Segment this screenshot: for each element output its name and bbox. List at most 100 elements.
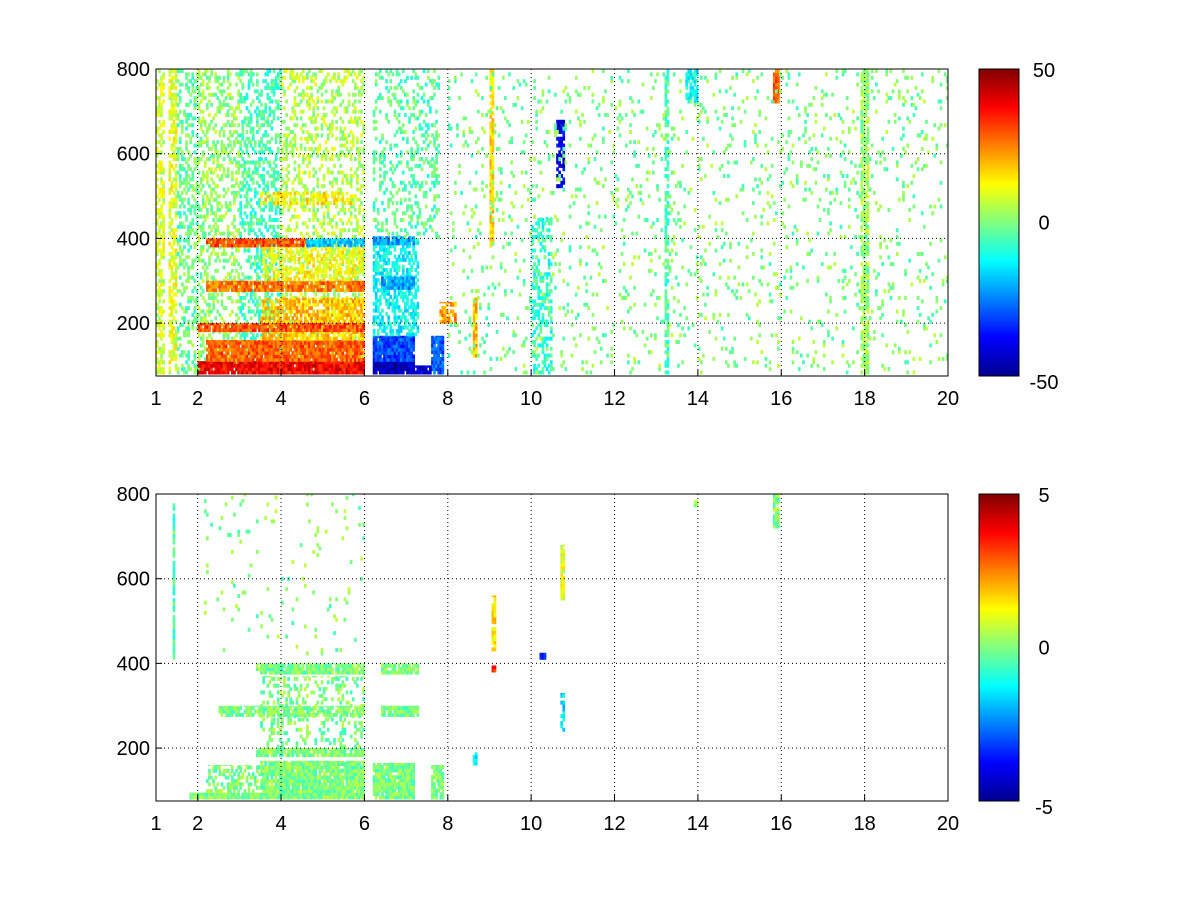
heatmap-cell [358,72,361,77]
heatmap-cell [168,79,172,84]
heatmap-cell [299,92,303,97]
heatmap-cell [199,350,203,355]
heatmap-cell [308,306,311,311]
heatmap-cell [203,319,207,324]
heatmap-cell [245,324,249,329]
heatmap-cell [354,347,357,352]
heatmap-cell [253,281,257,286]
heatmap-cell [199,224,203,229]
heatmap-cell [328,79,332,84]
heatmap-cell [339,357,343,362]
heatmap-cell [335,344,338,349]
heatmap-cell [324,333,328,338]
heatmap-cell [328,357,332,362]
heatmap-cell [260,157,263,162]
heatmap-cell [337,170,341,175]
heatmap-cell [208,306,211,311]
heatmap-cell [199,207,203,212]
heatmap-cell [214,211,218,216]
heatmap-cell [354,207,357,212]
heatmap-cell [241,96,245,101]
heatmap-cell [245,116,249,121]
heatmap-cell [322,177,326,182]
heatmap-cell [347,328,351,333]
heatmap-cell [249,370,253,375]
heatmap-cell [270,340,274,342]
heatmap-cell [231,370,234,375]
heatmap-cell [185,177,188,182]
heatmap-cell [345,146,349,151]
heatmap-cell [341,299,345,304]
heatmap-cell [297,340,301,342]
heatmap-cell [224,340,228,345]
heatmap-cell [287,272,290,277]
heatmap-cell [160,163,163,168]
heatmap-cell [241,187,245,192]
heatmap-cell [256,89,259,94]
heatmap-cell [208,197,211,202]
heatmap-cell [239,284,243,289]
heatmap-cell [293,123,297,128]
heatmap-cell [316,177,320,182]
heatmap-cell [287,85,290,90]
heatmap-cell [362,323,366,326]
heatmap-cell [312,312,315,317]
heatmap-cell [226,295,230,300]
heatmap-cell [314,333,318,338]
heatmap-cell [285,153,288,158]
heatmap-cell [239,69,243,73]
heatmap-cell [362,214,366,219]
heatmap-cell [314,340,318,342]
heatmap-cell [312,140,315,145]
heatmap-cell [185,214,188,219]
heatmap-cell [276,224,280,229]
heatmap-cell [201,109,205,114]
heatmap-cell [358,160,361,165]
heatmap-cell [343,228,347,233]
heatmap-cell [283,324,286,329]
heatmap-cell [245,281,249,286]
heatmap-cell [285,126,288,131]
heatmap-cell [264,302,268,307]
heatmap-cell [178,119,182,124]
heatmap-cell [278,287,282,292]
heatmap-cell [243,357,247,362]
heatmap-cell [297,351,301,356]
heatmap-cell [276,116,280,121]
heatmap-cell [172,119,176,124]
heatmap-cell [214,197,218,202]
heatmap-cell [187,197,190,202]
heatmap-cell [218,201,222,206]
heatmap-cell [199,324,203,329]
heatmap-cell [260,136,263,141]
heatmap-cell [174,116,178,121]
heatmap-cell [174,133,178,138]
heatmap-cell [160,356,163,361]
heatmap-cell [260,113,263,118]
heatmap-cell [231,367,234,372]
heatmap-cell [303,299,307,304]
heatmap-cell [256,265,259,270]
heatmap-cell [278,157,282,162]
heatmap-cell [243,324,247,329]
heatmap-cell [349,336,353,341]
heatmap-cell [226,353,230,358]
heatmap-cell [362,297,366,300]
heatmap-cell [331,123,334,128]
heatmap-cell [245,340,249,342]
heatmap-cell [291,354,295,359]
heatmap-cell [341,347,345,352]
heatmap-cell [272,309,276,314]
heatmap-cell [201,367,205,372]
heatmap-cell [331,328,334,333]
heatmap-cell [203,218,207,223]
heatmap-cell [274,204,278,209]
heatmap-cell [362,75,366,80]
heatmap-cell [314,361,318,365]
heatmap-cell [185,72,188,77]
heatmap-cell [218,357,222,362]
heatmap-cell [249,126,253,131]
heatmap-cell [162,282,165,287]
heatmap-cell [281,211,284,216]
heatmap-cell [331,351,334,356]
